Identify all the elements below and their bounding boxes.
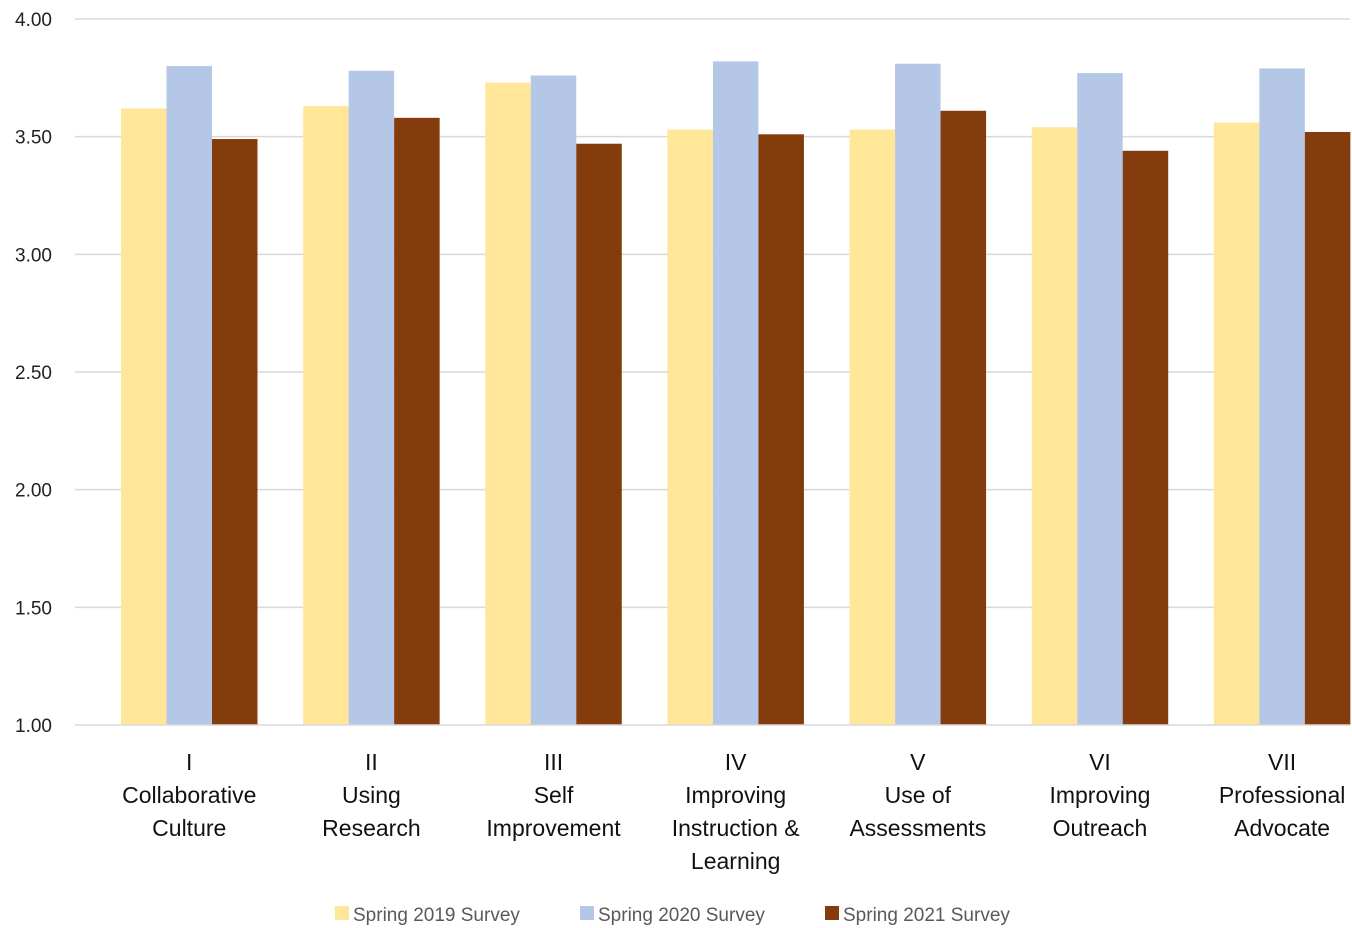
category-label: Collaborative: [122, 782, 256, 808]
y-tick-label: 4.00: [15, 10, 52, 31]
category-label: Outreach: [1053, 815, 1148, 841]
category-label: Improvement: [486, 815, 621, 841]
category-label: Improving: [1049, 782, 1150, 808]
category-label: II: [365, 749, 378, 775]
bar-1-3: [485, 82, 531, 726]
legend-label-2: Spring 2020 Survey: [598, 905, 765, 926]
legend-swatch-2: [580, 906, 594, 920]
category-label: I: [186, 749, 192, 775]
category-label: Professional: [1219, 782, 1346, 808]
category-label: VII: [1268, 749, 1296, 775]
bar-3-7: [1304, 131, 1351, 725]
y-axis-tick-labels: 1.00 1.50 2.00 2.50 3.00 3.50 4.00: [15, 10, 52, 737]
legend-swatch-1: [335, 906, 349, 920]
bar-1-7: [1213, 122, 1260, 725]
legend-label-3: Spring 2021 Survey: [843, 905, 1010, 926]
bar-2-1: [166, 66, 212, 726]
bar-2-3: [530, 75, 577, 726]
category-label: VI: [1089, 749, 1111, 775]
category-label: Research: [322, 815, 420, 841]
bar-3-3: [576, 143, 622, 725]
bar-3-5: [940, 110, 987, 725]
y-tick-label: 3.00: [15, 245, 52, 266]
bar-1-4: [667, 129, 713, 725]
legend-swatch-3: [825, 906, 839, 920]
y-tick-label: 1.00: [15, 716, 52, 737]
bar-3-1: [212, 139, 258, 725]
category-label: Using: [342, 782, 401, 808]
category-label: V: [910, 749, 926, 775]
bar-1-5: [849, 129, 896, 725]
bars: [121, 61, 1351, 726]
bar-3-6: [1122, 150, 1169, 725]
category-label: Self: [534, 782, 574, 808]
category-label: Improving: [685, 782, 786, 808]
bar-2-5: [895, 63, 941, 726]
y-tick-label: 2.50: [15, 363, 52, 384]
bar-1-6: [1031, 127, 1078, 725]
bar-2-4: [712, 61, 759, 726]
category-label: Advocate: [1234, 815, 1330, 841]
bar-1-2: [303, 106, 349, 725]
legend: Spring 2019 Survey Spring 2020 Survey Spri…: [335, 905, 1010, 926]
category-label: Instruction &: [672, 815, 800, 841]
category-label: Learning: [691, 848, 781, 874]
y-tick-label: 3.50: [15, 128, 52, 149]
legend-label-1: Spring 2019 Survey: [353, 905, 520, 926]
bar-3-4: [758, 134, 804, 725]
category-label: Use of: [885, 782, 952, 808]
category-label: Culture: [152, 815, 226, 841]
bar-2-7: [1259, 68, 1305, 726]
category-label: IV: [725, 749, 747, 775]
y-tick-label: 2.00: [15, 481, 52, 502]
bar-2-6: [1077, 73, 1123, 726]
category-label: III: [544, 749, 563, 775]
bar-2-2: [348, 70, 395, 726]
x-axis-category-labels: I Collaborative Culture II Using Research III S…: [122, 749, 1345, 874]
category-label: Assessments: [849, 815, 986, 841]
bar-1-1: [121, 108, 167, 726]
y-tick-label: 1.50: [15, 598, 52, 619]
bar-3-2: [394, 117, 440, 726]
